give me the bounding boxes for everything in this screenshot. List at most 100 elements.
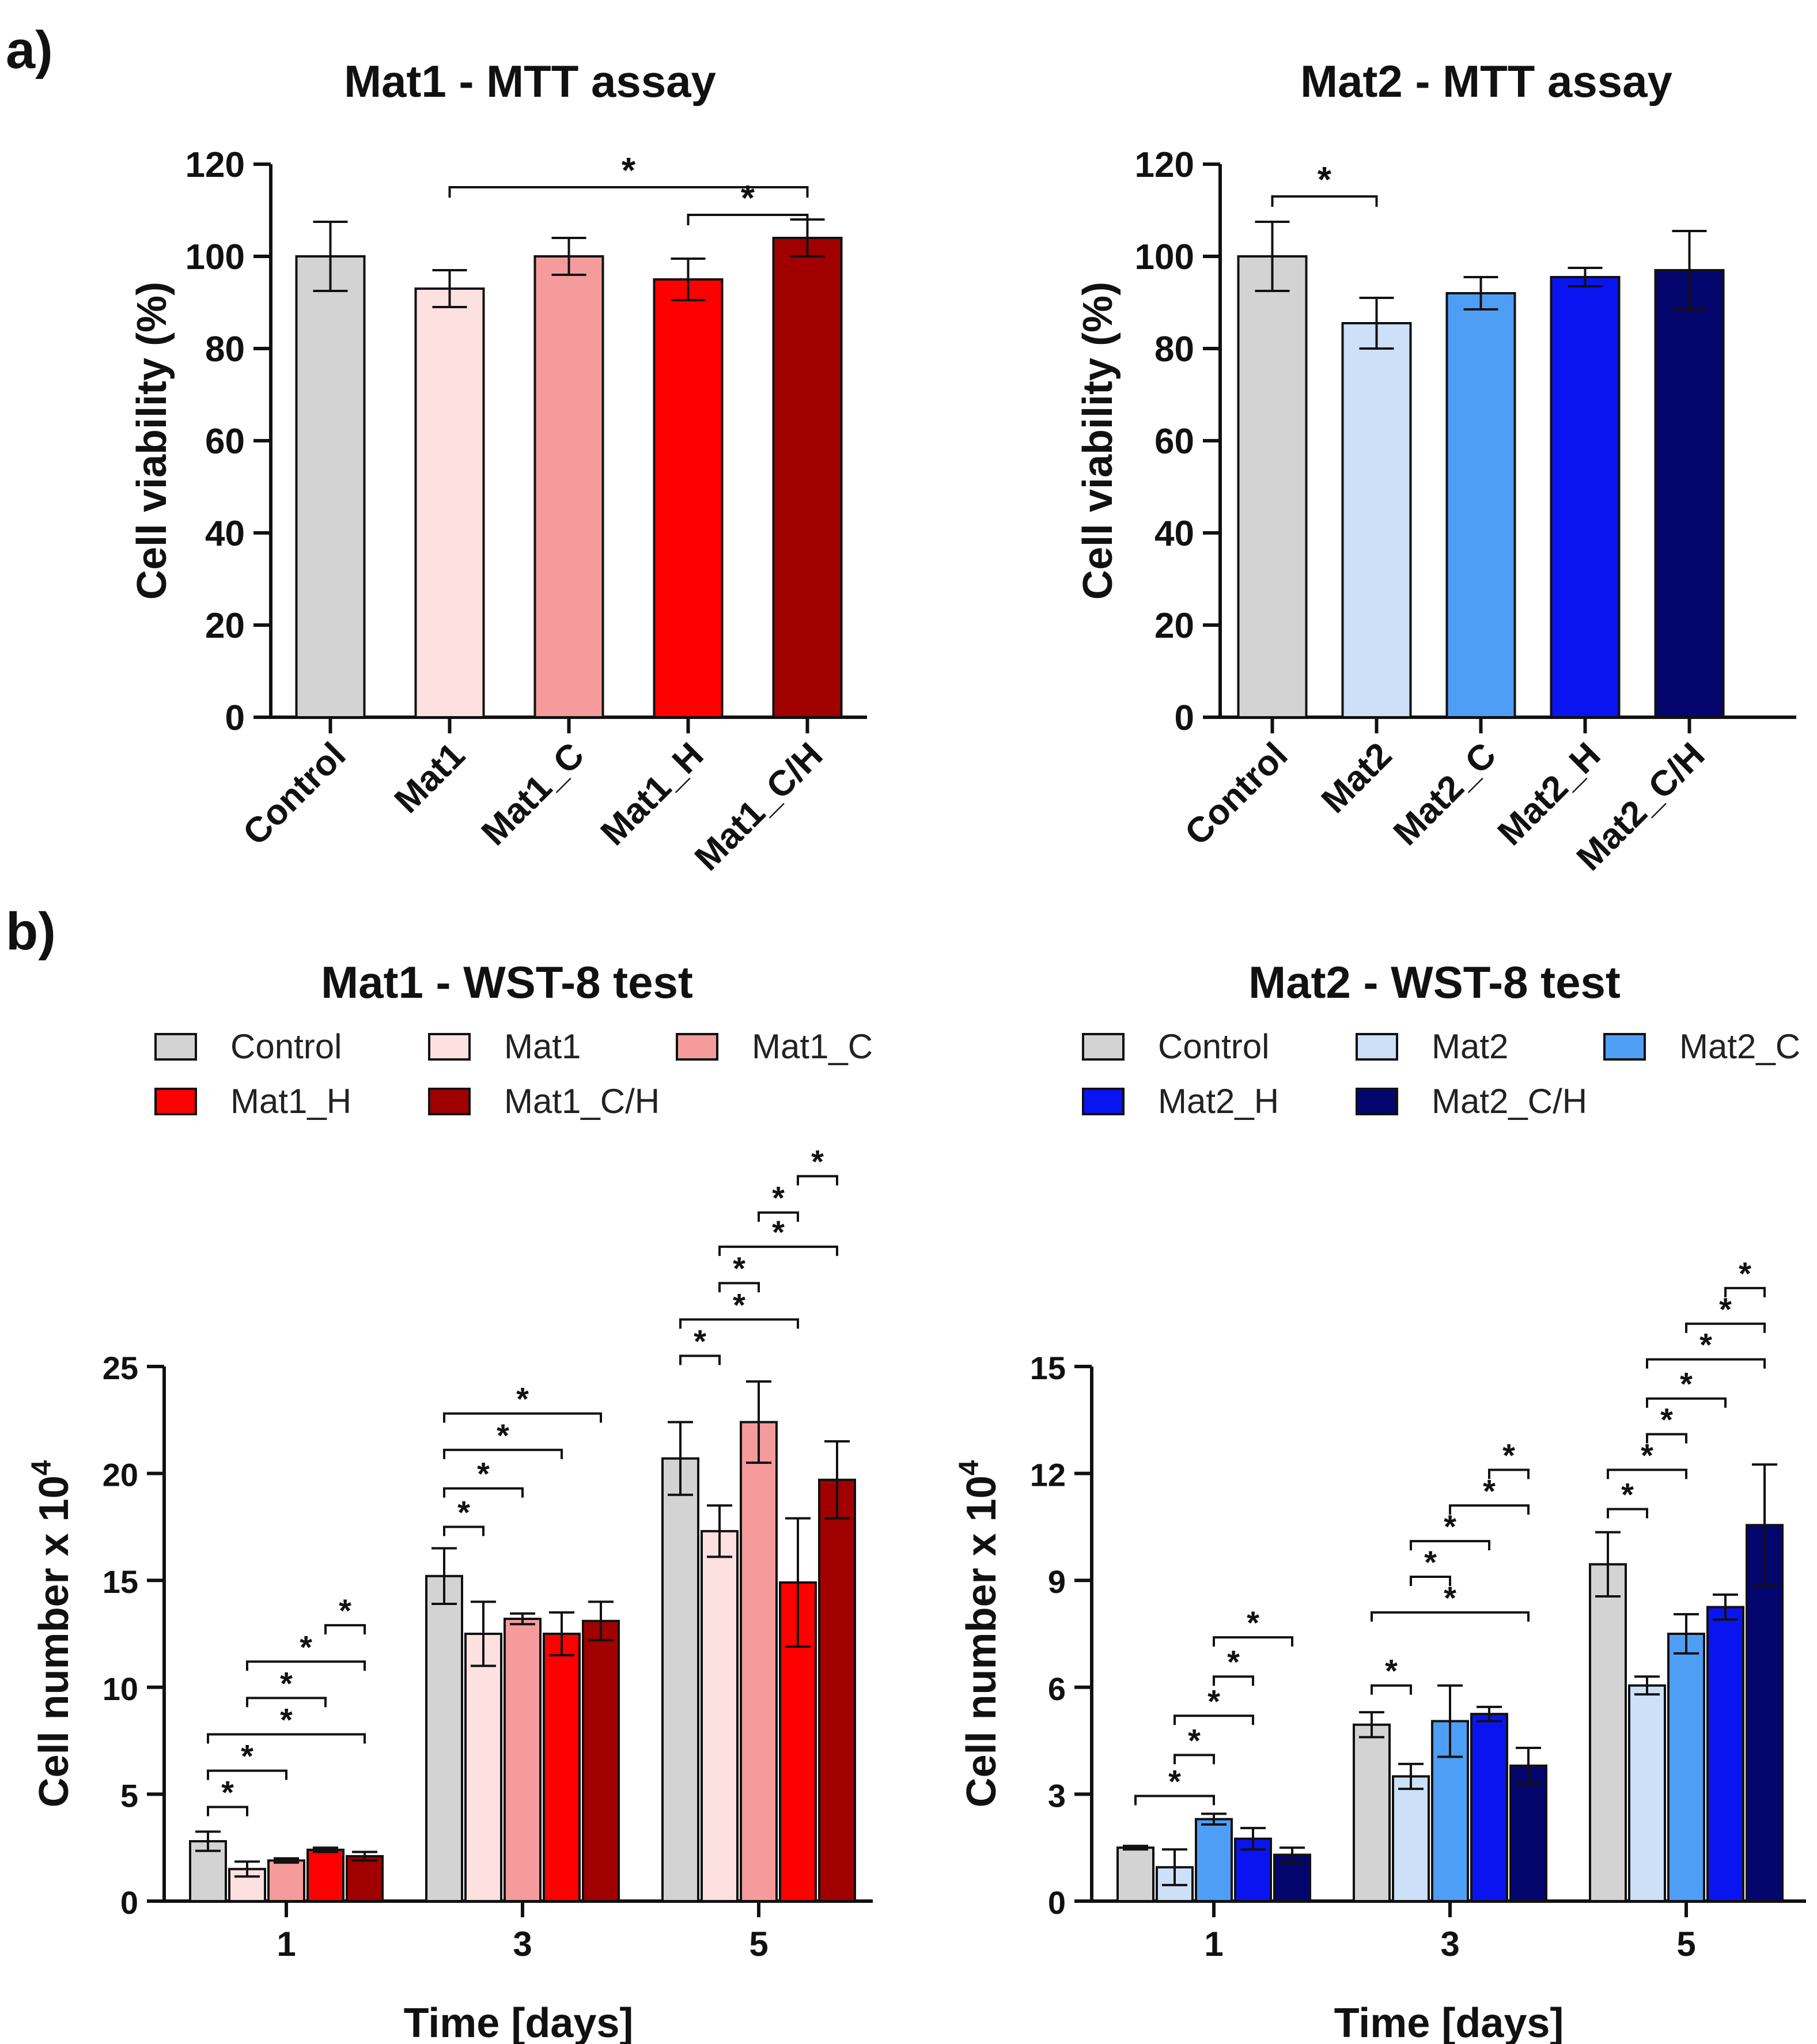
y-tick-label: 120	[186, 145, 245, 185]
y-axis-label-text: Cell number x 10	[31, 1475, 77, 1807]
legend-swatch-Mat2_C/H	[1356, 1088, 1398, 1115]
y-axis-label: Cell number x 104	[954, 1460, 1005, 1807]
x-tick-label: Mat1_H	[593, 735, 711, 853]
bar-Mat1_C/H-day1	[346, 1855, 384, 1903]
significance-bracket	[687, 214, 809, 225]
significance-star: *	[1207, 1683, 1220, 1719]
legend-label: Mat1	[504, 1027, 581, 1066]
significance-star: *	[1680, 1366, 1693, 1402]
significance-star: *	[280, 1701, 293, 1738]
significance-star: *	[300, 1629, 312, 1665]
y-tick-label: 12	[1030, 1457, 1066, 1493]
bar-Mat2_C/H-day3	[1509, 1764, 1547, 1903]
y-axis-label-text: Cell viability (%)	[129, 282, 175, 600]
y-tick-label: 6	[1048, 1671, 1066, 1707]
y-tick-label: 10	[103, 1671, 138, 1707]
significance-bracket	[1607, 1508, 1648, 1519]
significance-star: *	[1502, 1437, 1515, 1473]
significance-star: *	[1444, 1508, 1456, 1545]
y-tick-label: 20	[205, 606, 245, 646]
y-tick-label: 15	[1030, 1350, 1066, 1386]
significance-bracket	[443, 1487, 524, 1498]
significance-bracket	[1646, 1397, 1727, 1408]
significance-star: *	[694, 1323, 706, 1359]
y-tick-label: 60	[205, 422, 245, 461]
significance-bracket	[207, 1805, 248, 1816]
significance-bracket	[1371, 1611, 1530, 1622]
significance-star: *	[772, 1180, 785, 1216]
y-tick-label: 25	[103, 1350, 138, 1386]
x-tick-label: Mat1_C	[474, 735, 592, 853]
significance-star: *	[1188, 1722, 1201, 1758]
significance-bracket	[718, 1246, 838, 1256]
bar-Mat1_C-day1	[267, 1859, 305, 1902]
y-tick-label: 20	[1154, 606, 1194, 646]
y-tick-label: 3	[1048, 1777, 1066, 1814]
y-tick-label: 0	[120, 1884, 138, 1921]
x-tick-label: Control	[1178, 735, 1296, 853]
bar-Control	[295, 255, 366, 718]
legend-label: Mat1_H	[230, 1082, 351, 1121]
legend-swatch-Mat2	[1356, 1033, 1398, 1061]
x-axis-label: Time [days]	[1334, 2000, 1564, 2044]
significance-star: *	[1483, 1473, 1496, 1509]
bar-Mat1_H-day3	[543, 1633, 581, 1902]
significance-bracket	[1488, 1468, 1530, 1479]
legend-label: Control	[1158, 1027, 1269, 1066]
significance-bracket	[1724, 1286, 1766, 1297]
legend-swatch-Mat1	[428, 1033, 471, 1061]
significance-star: *	[622, 151, 636, 191]
bar-Mat2_C-day1	[1195, 1818, 1233, 1903]
significance-bracket	[443, 1526, 484, 1536]
significance-star: *	[457, 1494, 470, 1530]
significance-bracket	[679, 1318, 799, 1329]
legend-swatch-Mat1_H	[154, 1088, 197, 1115]
y-axis-label-exponent: 4	[954, 1460, 985, 1475]
bar-Mat2_H-day3	[1470, 1713, 1508, 1902]
chart-title: Mat1 - WST-8 test	[321, 957, 693, 1008]
significance-star: *	[1719, 1291, 1732, 1327]
x-tick-label: 3	[513, 1925, 532, 1963]
significance-star: *	[1318, 160, 1332, 200]
chart-mat2_mtt: Mat2 - MTT assay 0 20 40 60 80 100 120 Cell viab…	[1075, 56, 1796, 879]
y-tick-label: 40	[205, 514, 245, 554]
y-axis-label: Cell number x 104	[27, 1460, 77, 1807]
x-tick-label: Mat2_C	[1386, 735, 1504, 853]
chart-mat1_mtt: Mat1 - MTT assay 0 20 40 60 80 100 120 Cell viab…	[129, 56, 867, 879]
legend-label: Control	[230, 1027, 342, 1066]
x-tick-label: 5	[1676, 1925, 1695, 1963]
y-tick-label: 20	[103, 1457, 138, 1493]
bar-Mat1_C-day5	[740, 1421, 778, 1902]
significance-bracket	[1371, 1684, 1412, 1695]
significance-bracket	[1449, 1504, 1530, 1515]
y-axis-label-exponent: 4	[27, 1460, 57, 1475]
bar-Control-day5	[661, 1457, 699, 1902]
significance-star: *	[477, 1456, 490, 1492]
x-axis-label: Time [days]	[404, 2000, 634, 2044]
bar-Control	[1237, 255, 1308, 718]
significance-star: *	[497, 1417, 509, 1453]
significance-bracket	[1410, 1540, 1490, 1551]
legend-swatch-Mat2_C	[1603, 1033, 1646, 1061]
significance-bracket	[1213, 1636, 1293, 1647]
significance-star: *	[1621, 1476, 1634, 1512]
significance-star: *	[811, 1144, 824, 1180]
y-axis-label: Cell viability (%)	[129, 282, 175, 600]
significance-star: *	[1247, 1604, 1259, 1641]
y-tick-label: 120	[1135, 145, 1194, 185]
significance-star: *	[741, 179, 755, 218]
significance-bracket	[207, 1769, 287, 1780]
significance-bracket	[679, 1354, 721, 1365]
y-tick-label: 5	[120, 1777, 138, 1814]
bar-Control-day3	[425, 1574, 463, 1902]
significance-bracket	[1646, 1358, 1766, 1369]
significance-bracket	[797, 1175, 838, 1186]
bar-Mat1_C/H	[772, 237, 843, 718]
bar-Mat1	[414, 287, 485, 718]
chart-title: Mat2 - WST-8 test	[1248, 957, 1621, 1008]
significance-star: *	[1385, 1653, 1398, 1689]
legend-label: Mat2_C/H	[1432, 1082, 1587, 1121]
significance-star: *	[1424, 1544, 1437, 1580]
